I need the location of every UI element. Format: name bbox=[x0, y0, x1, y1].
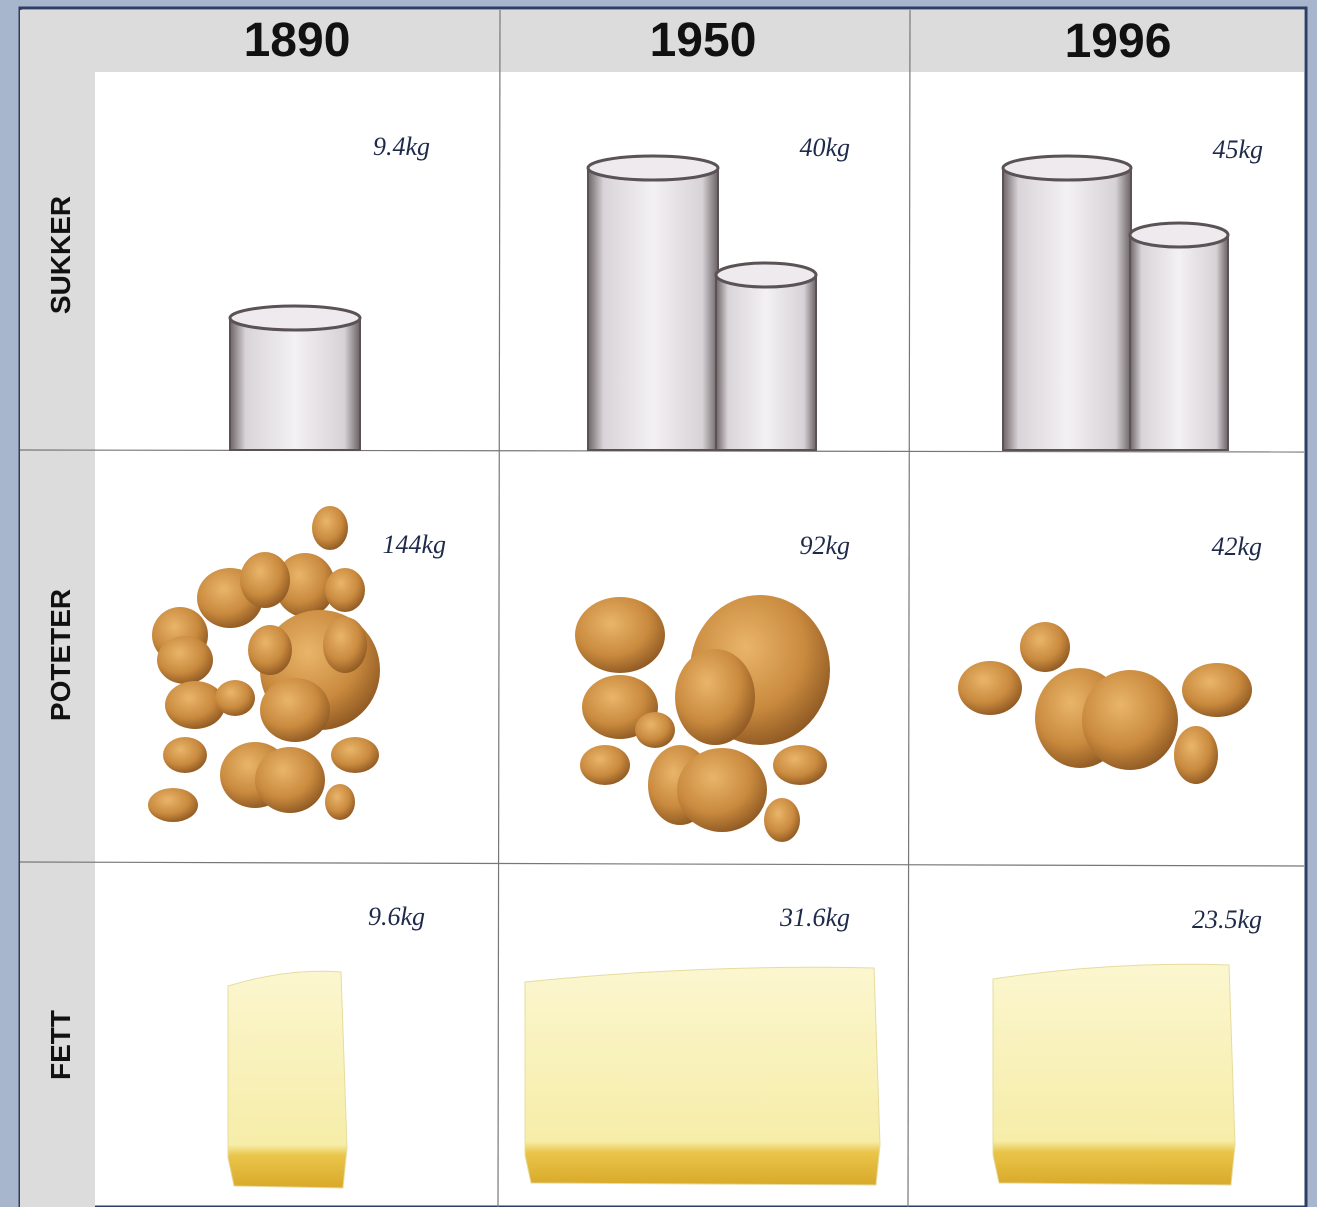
value-label: 40kg bbox=[799, 133, 850, 162]
value-label: 45kg bbox=[1212, 135, 1263, 164]
value-label: 144kg bbox=[382, 530, 446, 559]
potato bbox=[580, 745, 630, 785]
potato bbox=[260, 678, 330, 742]
potato bbox=[148, 788, 198, 822]
potato bbox=[331, 737, 379, 773]
value-label: 31.6kg bbox=[779, 903, 850, 932]
butter-block bbox=[525, 967, 880, 1185]
glass-rim bbox=[230, 306, 360, 330]
sugar-glass bbox=[1003, 168, 1131, 450]
sugar-glass bbox=[1130, 235, 1228, 450]
glass-rim bbox=[1003, 156, 1131, 180]
potato bbox=[1020, 622, 1070, 672]
butter-block bbox=[228, 971, 347, 1188]
potato bbox=[1174, 726, 1218, 784]
value-label: 92kg bbox=[799, 531, 850, 560]
row-label: SUKKER bbox=[45, 196, 76, 314]
potato bbox=[165, 681, 225, 729]
illustrations bbox=[148, 156, 1252, 1188]
value-label: 9.6kg bbox=[368, 902, 425, 931]
potato bbox=[240, 552, 290, 608]
glass-rim bbox=[716, 263, 816, 287]
potato bbox=[1182, 663, 1252, 717]
year-header: 1950 bbox=[650, 14, 757, 67]
potato bbox=[325, 784, 355, 820]
potato bbox=[248, 625, 292, 675]
row-label: POTETER bbox=[45, 589, 76, 721]
potato bbox=[325, 568, 365, 612]
glass-rim bbox=[588, 156, 718, 180]
potato bbox=[323, 617, 367, 673]
potato bbox=[764, 798, 800, 842]
potato bbox=[958, 661, 1022, 715]
value-label: 42kg bbox=[1211, 532, 1262, 561]
butter-block bbox=[993, 964, 1235, 1185]
potato bbox=[677, 748, 767, 832]
row-label: FETT bbox=[45, 1010, 76, 1080]
year-header: 1996 bbox=[1065, 15, 1172, 68]
potato bbox=[215, 680, 255, 716]
year-header: 1890 bbox=[244, 14, 351, 67]
sugar-glass bbox=[230, 318, 360, 450]
potato bbox=[312, 506, 348, 550]
potato bbox=[157, 636, 213, 684]
potato bbox=[1082, 670, 1178, 770]
infographic: 1890 1950 1996 SUKKER POTETER FETT 9.4kg… bbox=[0, 0, 1317, 1207]
potato bbox=[255, 747, 325, 813]
potato bbox=[575, 597, 665, 673]
potato bbox=[635, 712, 675, 748]
glass-rim bbox=[1130, 223, 1228, 247]
value-label: 9.4kg bbox=[373, 132, 430, 161]
potato bbox=[163, 737, 207, 773]
potato bbox=[675, 649, 755, 745]
potato bbox=[773, 745, 827, 785]
sugar-glass bbox=[716, 275, 816, 450]
sugar-glass bbox=[588, 168, 718, 450]
value-label: 23.5kg bbox=[1192, 905, 1262, 934]
